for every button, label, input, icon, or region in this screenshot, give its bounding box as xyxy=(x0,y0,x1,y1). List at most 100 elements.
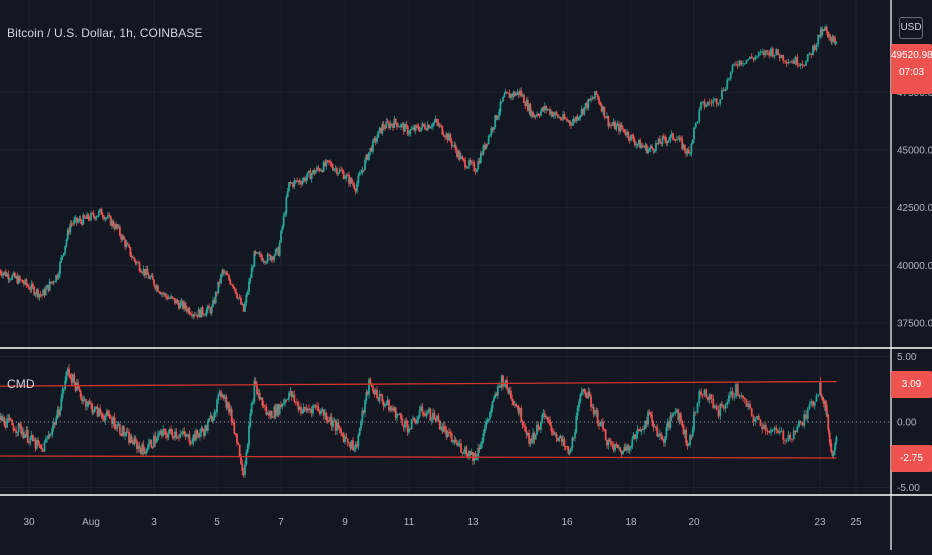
candle-body xyxy=(690,144,692,154)
candle-body xyxy=(749,57,751,60)
cmd-body xyxy=(535,435,537,440)
candle-body xyxy=(816,44,818,49)
cmd-body xyxy=(742,395,744,398)
candle-body xyxy=(633,136,635,141)
cmd-body xyxy=(241,464,243,472)
candle-body xyxy=(817,35,819,44)
cmd-body xyxy=(675,411,677,413)
candle-body xyxy=(352,183,354,185)
candle-body xyxy=(655,143,657,151)
cmd-body xyxy=(114,417,116,428)
candle-body xyxy=(744,63,746,64)
candle-body xyxy=(333,169,335,170)
cmd-body xyxy=(795,431,797,432)
cmd-body xyxy=(594,413,596,414)
candle-body xyxy=(648,149,650,150)
cmd-body xyxy=(553,432,555,435)
cmd-body xyxy=(449,433,451,434)
cmd-body xyxy=(13,425,15,430)
candle-body xyxy=(728,79,730,80)
cmd-body xyxy=(288,393,290,400)
candle-body xyxy=(228,275,230,280)
time-axis-label: Aug xyxy=(82,517,100,528)
candle-body xyxy=(718,104,720,105)
candle-body xyxy=(707,102,709,105)
candle-body xyxy=(716,99,718,105)
cmd-body xyxy=(196,430,198,434)
candle-body xyxy=(60,257,62,262)
cmd-body xyxy=(27,430,29,442)
cmd-body xyxy=(719,404,721,417)
candle-body xyxy=(473,163,475,171)
candle-body xyxy=(760,52,762,53)
cmd-body xyxy=(261,398,263,406)
cmd-body xyxy=(6,419,8,428)
currency-button[interactable]: USD xyxy=(899,17,923,39)
cmd-body xyxy=(622,451,624,454)
cmd-body xyxy=(339,428,341,429)
cmd-body xyxy=(583,389,585,392)
cmd-body xyxy=(673,413,675,414)
candle-body xyxy=(704,101,706,107)
candle-body xyxy=(131,256,133,258)
candle-body xyxy=(133,257,135,260)
cmd-body xyxy=(463,453,465,454)
candle-body xyxy=(668,140,670,141)
symbol-title[interactable]: Bitcoin / U.S. Dollar, 1h, COINBASE xyxy=(7,26,203,40)
cmd-body xyxy=(94,407,96,411)
cmd-body xyxy=(502,376,504,387)
candle-body xyxy=(293,181,295,187)
cmd-body xyxy=(461,452,463,453)
candle-body xyxy=(408,134,410,135)
cmd-body xyxy=(547,417,549,420)
candle-body xyxy=(662,136,664,143)
cmd-body xyxy=(817,394,819,395)
candle-body xyxy=(737,64,739,65)
cmd-body xyxy=(749,404,751,409)
candle-body xyxy=(781,55,783,58)
cmd-body xyxy=(16,432,18,433)
cmd-body xyxy=(66,372,68,381)
candle-body xyxy=(420,128,422,132)
candle-body xyxy=(557,114,559,117)
cmd-body xyxy=(139,445,141,448)
cmd-body xyxy=(810,401,812,404)
cmd-body xyxy=(635,434,637,438)
cmd-body xyxy=(135,438,137,441)
cmd-body xyxy=(301,412,303,413)
candle-body xyxy=(515,94,517,96)
candle-body xyxy=(501,102,503,103)
cmd-body xyxy=(90,403,92,404)
price-axis-label: 45000.00 xyxy=(897,145,932,156)
candle-body xyxy=(763,51,765,55)
cmd-body xyxy=(793,431,795,440)
candle-body xyxy=(35,294,37,295)
cmd-body xyxy=(381,396,383,402)
cmd-body xyxy=(712,399,714,408)
cmd-body xyxy=(82,400,84,402)
candle-body xyxy=(247,292,249,295)
cmd-body xyxy=(325,413,327,420)
candle-body xyxy=(409,130,411,134)
candle-body xyxy=(693,128,695,140)
cmd-body xyxy=(89,401,91,402)
cmd-body xyxy=(732,391,734,397)
cmd-body xyxy=(782,431,784,440)
candle-body xyxy=(391,124,393,125)
cmd-body xyxy=(170,429,172,432)
cmd-body xyxy=(78,388,80,391)
candle-body xyxy=(357,176,359,184)
cmd-body xyxy=(803,414,805,425)
candle-body xyxy=(607,116,609,126)
cmd-body xyxy=(605,430,607,441)
indicator-title[interactable]: CMD xyxy=(7,377,35,391)
candle-body xyxy=(730,72,732,79)
cmd-body xyxy=(493,398,495,401)
cmd-body xyxy=(360,422,362,429)
candle-body xyxy=(597,94,599,97)
candle-body xyxy=(802,64,804,65)
candle-body xyxy=(106,218,108,219)
candle-body xyxy=(280,231,282,243)
